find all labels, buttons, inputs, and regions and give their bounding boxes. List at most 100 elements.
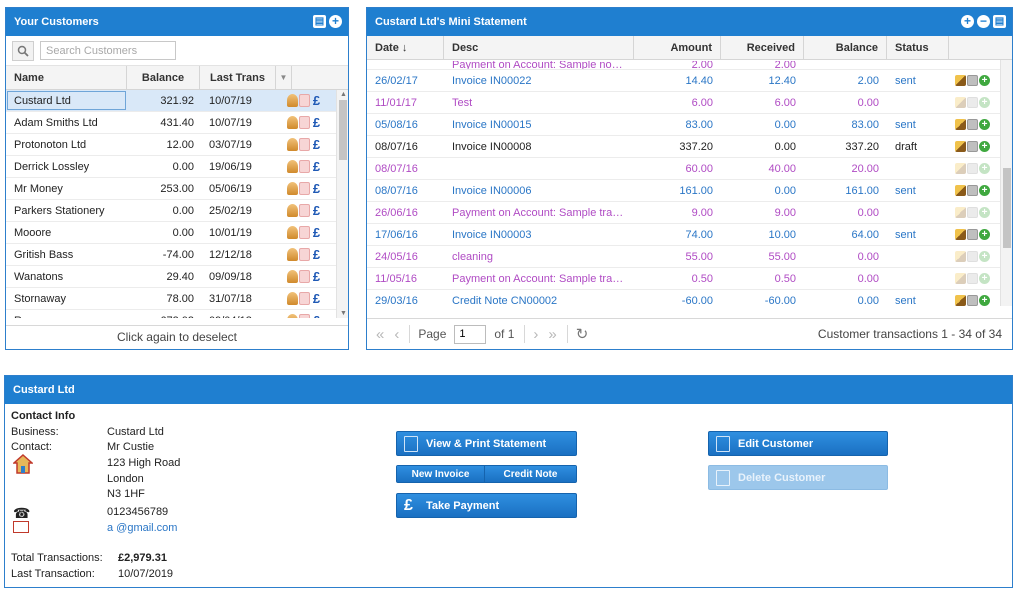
customer-row[interactable]: Protonoton Ltd 12.00 03/07/19 £ xyxy=(6,134,348,156)
statement-row[interactable]: 08/07/16 Invoice IN00008 337.20 0.00 337.20 d… xyxy=(367,136,1012,158)
customer-row[interactable]: Mr Money 253.00 05/06/19 £ xyxy=(6,178,348,200)
add-icon[interactable]: + xyxy=(979,229,990,240)
edit-icon[interactable] xyxy=(955,141,966,152)
edit-icon[interactable] xyxy=(955,185,966,196)
customer-edit-icon[interactable] xyxy=(287,182,298,195)
customer-edit-icon[interactable] xyxy=(287,248,298,261)
column-date[interactable]: Date ↓ xyxy=(367,36,444,59)
customer-statement-icon[interactable] xyxy=(299,292,310,305)
column-desc[interactable]: Desc xyxy=(444,36,634,59)
customer-payment-icon[interactable]: £ xyxy=(312,115,321,130)
customer-statement-icon[interactable] xyxy=(299,138,310,151)
statement-row-partial[interactable]: Payment on Account: Sample normal ... 2.0… xyxy=(367,60,1012,70)
customer-row[interactable]: Derrick Lossley 0.00 19/06/19 £ xyxy=(6,156,348,178)
column-status[interactable]: Status xyxy=(887,36,949,59)
edit-icon[interactable] xyxy=(955,163,966,174)
statement-row[interactable]: 08/07/16 Invoice IN00006 161.00 0.00 161.00 s… xyxy=(367,180,1012,202)
statement-row[interactable]: 05/08/16 Invoice IN00015 83.00 0.00 83.00 sen… xyxy=(367,114,1012,136)
column-last-trans[interactable]: Last Trans xyxy=(200,66,276,89)
first-page-icon[interactable]: « xyxy=(376,325,385,343)
add-icon[interactable]: + xyxy=(979,119,990,130)
customer-row[interactable]: Parkers Stationery 0.00 25/02/19 £ xyxy=(6,200,348,222)
customer-row[interactable]: Ronsons673.0309/04/18 £ xyxy=(6,310,348,318)
print-icon[interactable] xyxy=(967,163,978,174)
view-print-statement-button[interactable]: View & Print Statement xyxy=(396,431,577,456)
delete-customer-button[interactable]: Delete Customer xyxy=(708,465,888,490)
add-icon[interactable]: + xyxy=(979,207,990,218)
customer-statement-icon[interactable] xyxy=(299,314,310,318)
print-icon[interactable] xyxy=(967,185,978,196)
print-icon[interactable] xyxy=(967,75,978,86)
column-amount[interactable]: Amount xyxy=(634,36,721,59)
search-icon[interactable] xyxy=(12,40,34,61)
customer-statement-icon[interactable] xyxy=(299,116,310,129)
statement-row[interactable]: 11/05/16 Payment on Account: Sample trans… xyxy=(367,268,1012,290)
print-icon[interactable] xyxy=(967,229,978,240)
customer-row[interactable]: Mooore 0.00 10/01/19 £ xyxy=(6,222,348,244)
column-balance[interactable]: Balance xyxy=(804,36,887,59)
last-page-icon[interactable]: » xyxy=(548,325,557,343)
print-icon[interactable] xyxy=(967,251,978,262)
customer-payment-icon[interactable]: £ xyxy=(311,314,322,318)
edit-icon[interactable] xyxy=(955,229,966,240)
add-icon[interactable]: + xyxy=(979,163,990,174)
print-icon[interactable]: ▤ xyxy=(313,15,326,28)
new-invoice-button[interactable]: New Invoice xyxy=(397,466,485,482)
column-menu-icon[interactable]: ▼ xyxy=(276,66,292,89)
customer-payment-icon[interactable]: £ xyxy=(312,203,321,218)
refresh-icon[interactable]: ↻ xyxy=(575,326,589,343)
customer-payment-icon[interactable]: £ xyxy=(312,93,321,108)
customer-edit-icon[interactable] xyxy=(287,94,298,107)
customer-edit-icon[interactable] xyxy=(287,226,298,239)
customer-edit-icon[interactable] xyxy=(287,116,298,129)
print-icon[interactable]: ▤ xyxy=(993,15,1006,28)
customer-edit-icon[interactable] xyxy=(287,160,298,173)
print-icon[interactable] xyxy=(967,273,978,284)
add-icon[interactable]: + xyxy=(979,251,990,262)
customer-edit-icon[interactable] xyxy=(287,138,298,151)
customer-row[interactable]: Wanatons 29.40 09/09/18 £ xyxy=(6,266,348,288)
customer-row[interactable]: Adam Smiths Ltd 431.40 10/07/19 £ xyxy=(6,112,348,134)
add-icon[interactable]: + xyxy=(979,97,990,108)
customer-row[interactable]: Stornaway 78.00 31/07/18 £ xyxy=(6,288,348,310)
prev-page-icon[interactable]: ‹ xyxy=(394,325,400,343)
customer-payment-icon[interactable]: £ xyxy=(312,269,321,284)
customer-payment-icon[interactable]: £ xyxy=(312,247,321,262)
print-icon[interactable] xyxy=(967,141,978,152)
edit-icon[interactable] xyxy=(955,75,966,86)
print-icon[interactable] xyxy=(967,119,978,130)
statement-scrollbar[interactable] xyxy=(1000,60,1012,306)
customer-payment-icon[interactable]: £ xyxy=(312,291,321,306)
column-balance[interactable]: Balance xyxy=(127,66,200,89)
print-icon[interactable] xyxy=(967,207,978,218)
customer-payment-icon[interactable]: £ xyxy=(312,181,321,196)
statement-row[interactable]: 29/03/16 Credit Note CN00002 -60.00 -60.00 0… xyxy=(367,290,1012,306)
print-icon[interactable] xyxy=(967,295,978,306)
customer-statement-icon[interactable] xyxy=(299,248,310,261)
add-icon[interactable]: + xyxy=(979,273,990,284)
customers-scrollbar[interactable]: ▲ ▼ xyxy=(336,90,348,318)
edit-icon[interactable] xyxy=(955,207,966,218)
customer-payment-icon[interactable]: £ xyxy=(312,225,321,240)
scroll-thumb[interactable] xyxy=(339,100,347,160)
scroll-thumb[interactable] xyxy=(1003,168,1011,248)
customer-payment-icon[interactable]: £ xyxy=(312,137,321,152)
print-icon[interactable] xyxy=(967,97,978,108)
customer-statement-icon[interactable] xyxy=(299,204,310,217)
column-received[interactable]: Received xyxy=(721,36,804,59)
add-icon[interactable]: + xyxy=(979,185,990,196)
add-icon[interactable]: + xyxy=(979,295,990,306)
edit-icon[interactable] xyxy=(955,273,966,284)
add-icon[interactable]: + xyxy=(979,141,990,152)
customer-edit-icon[interactable] xyxy=(287,314,298,318)
statement-row[interactable]: 26/06/16 Payment on Account: Sample trans… xyxy=(367,202,1012,224)
statement-row[interactable]: 26/02/17 Invoice IN00022 14.40 12.40 2.00 sen… xyxy=(367,70,1012,92)
statement-row[interactable]: 17/06/16 Invoice IN00003 74.00 10.00 64.00 se… xyxy=(367,224,1012,246)
customer-statement-icon[interactable] xyxy=(299,94,310,107)
credit-note-button[interactable]: Credit Note xyxy=(485,466,576,482)
statement-row[interactable]: 11/01/17 Test 6.00 6.00 0.00 + xyxy=(367,92,1012,114)
customer-edit-icon[interactable] xyxy=(287,292,298,305)
take-payment-button[interactable]: £ Take Payment xyxy=(396,493,577,518)
search-customers-input[interactable] xyxy=(40,41,176,60)
customer-edit-icon[interactable] xyxy=(287,270,298,283)
